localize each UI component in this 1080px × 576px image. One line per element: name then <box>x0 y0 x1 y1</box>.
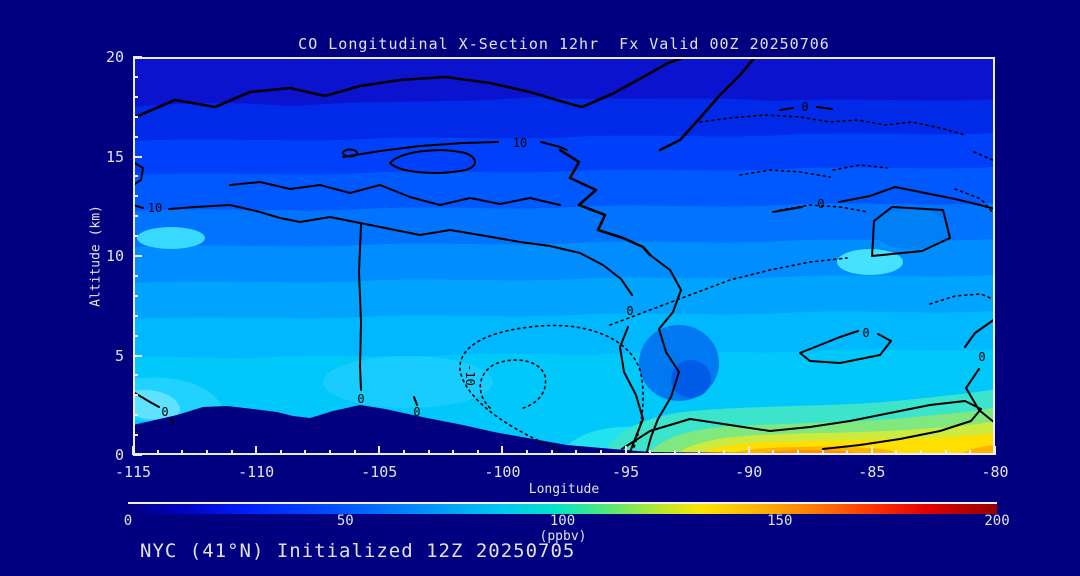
colorbar-tick-label: 100 <box>549 513 576 529</box>
x-tick-label: -80 <box>981 463 1009 481</box>
x-minor-tick <box>649 450 652 455</box>
y-minor-tick <box>133 414 138 417</box>
x-minor-tick <box>230 450 233 455</box>
x-minor-tick <box>920 450 923 455</box>
y-minor-tick <box>133 75 138 78</box>
x-minor-tick <box>427 450 430 455</box>
y-minor-tick <box>133 334 138 337</box>
colorbar-tick-label: 0 <box>123 513 133 529</box>
plot-area: 10 10 0 0 0 0 0 0 0 0 -10 <box>132 56 996 456</box>
x-tick-label: -110 <box>238 463 275 481</box>
y-tick-label: 15 <box>105 147 124 166</box>
x-tick-label: -100 <box>484 463 521 481</box>
x-minor-tick <box>304 450 307 455</box>
y-major-tick <box>133 354 142 357</box>
x-major-tick <box>870 446 873 455</box>
x-minor-tick <box>796 450 799 455</box>
y-minor-tick <box>133 195 138 198</box>
x-minor-tick <box>181 450 184 455</box>
x-minor-tick <box>526 450 529 455</box>
x-minor-tick <box>353 450 356 455</box>
y-minor-tick <box>133 394 138 397</box>
x-major-tick <box>378 446 381 455</box>
y-minor-tick <box>133 274 138 277</box>
contour-level-label: 10 <box>147 201 163 215</box>
x-minor-tick <box>698 450 701 455</box>
contour-level-label: 0 <box>862 326 870 340</box>
x-minor-tick <box>279 450 282 455</box>
y-minor-tick <box>133 175 138 178</box>
x-minor-tick <box>846 450 849 455</box>
y-major-tick <box>133 255 142 257</box>
x-minor-tick <box>402 450 405 455</box>
contour-level-label: -10 <box>463 364 477 386</box>
y-major-tick <box>133 155 142 158</box>
y-minor-tick <box>133 235 138 238</box>
x-minor-tick <box>895 450 898 455</box>
y-minor-tick <box>133 135 138 138</box>
contour-level-label: 0 <box>626 304 634 318</box>
contour-level-label: 0 <box>817 197 825 211</box>
chart-title: CO Longitudinal X-Section 12hr Fx Valid … <box>298 35 830 53</box>
x-minor-tick <box>772 450 775 455</box>
x-minor-tick <box>550 450 553 455</box>
x-minor-tick <box>156 450 159 455</box>
y-minor-tick <box>133 374 138 377</box>
x-minor-tick <box>599 450 602 455</box>
y-tick-label: 5 <box>114 346 124 365</box>
x-major-tick <box>255 446 258 455</box>
y-tick-label: 10 <box>105 247 124 265</box>
contour-level-label: 0 <box>801 100 809 114</box>
contour-level-label: 0 <box>161 405 169 419</box>
y-minor-tick <box>133 115 138 118</box>
x-minor-tick <box>944 450 947 455</box>
contour-level-label: 10 <box>512 136 528 150</box>
contour-level-label: 0 <box>413 405 421 419</box>
contour-level-label: 0 <box>978 350 986 364</box>
colorbar-units: (ppbv) <box>539 529 587 544</box>
x-minor-tick <box>452 450 455 455</box>
x-minor-tick <box>329 450 332 455</box>
x-tick-label: -115 <box>114 463 152 481</box>
x-minor-tick <box>821 450 824 455</box>
x-tick-label: -95 <box>612 463 640 481</box>
y-axis-title: Altitude (km) <box>88 205 104 307</box>
x-minor-tick <box>205 450 208 455</box>
y-major-tick <box>133 454 142 456</box>
x-minor-tick <box>723 450 726 455</box>
contour-level-label: 0 <box>357 392 365 406</box>
x-tick-label: -85 <box>858 463 886 481</box>
y-minor-tick <box>133 215 138 218</box>
y-tick-label: 0 <box>114 446 124 464</box>
x-major-tick <box>747 446 750 455</box>
x-minor-tick <box>575 450 578 455</box>
colorbar-tick-label: 150 <box>767 513 793 529</box>
colorbar-tick-label: 200 <box>984 513 1010 529</box>
colorbar-tick-label: 50 <box>336 513 354 529</box>
y-minor-tick <box>133 294 138 297</box>
x-minor-tick <box>673 450 676 455</box>
x-tick-label: -90 <box>735 463 763 481</box>
y-minor-tick <box>133 314 138 317</box>
y-minor-tick <box>133 95 138 98</box>
x-major-tick <box>501 446 504 455</box>
x-minor-tick <box>476 450 479 455</box>
y-tick-label: 20 <box>105 48 124 66</box>
x-minor-tick <box>969 450 972 455</box>
y-minor-tick <box>133 434 138 437</box>
contour-field <box>133 57 995 455</box>
x-axis-title: Longitude <box>528 482 600 497</box>
x-major-tick <box>994 446 996 455</box>
x-tick-label: -105 <box>361 463 398 481</box>
y-major-tick <box>133 56 142 58</box>
colorbar <box>128 502 997 514</box>
x-major-tick <box>624 446 627 455</box>
station-init-label: NYC (41°N) Initialized 12Z 20250705 <box>140 540 576 562</box>
